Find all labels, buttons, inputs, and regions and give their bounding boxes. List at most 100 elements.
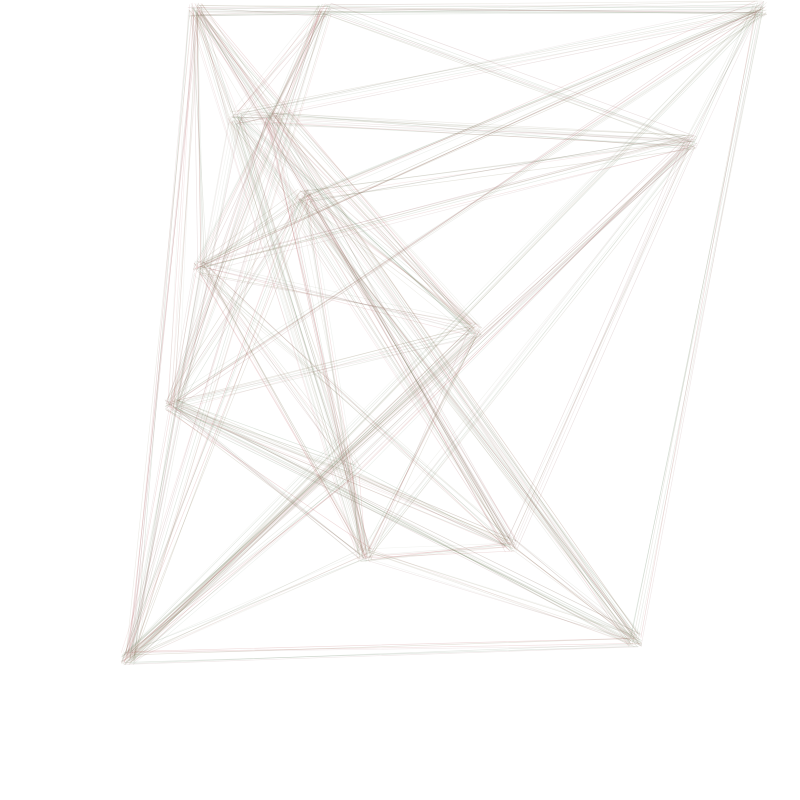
thread-line — [173, 13, 200, 408]
thread-line — [201, 3, 640, 645]
thread-line — [229, 115, 361, 471]
thread-line — [165, 409, 373, 550]
thread-line — [362, 548, 634, 634]
thread-line — [510, 140, 691, 545]
thread-line — [348, 148, 690, 467]
thread-line — [199, 270, 353, 466]
thread-line — [512, 546, 642, 644]
thread-line — [298, 199, 507, 542]
thread-line — [265, 120, 640, 637]
thread-line — [240, 114, 517, 552]
thread-line — [206, 262, 352, 471]
thread-line — [270, 123, 685, 147]
thread-line — [173, 2, 199, 409]
thread-line — [241, 119, 629, 644]
thread-line — [276, 113, 686, 144]
thread-line — [170, 6, 195, 407]
thread-line — [166, 116, 268, 405]
thread-line — [197, 261, 517, 546]
thread-line — [229, 5, 320, 116]
thread-line — [175, 402, 514, 547]
thread-line — [123, 197, 305, 653]
thread-line — [128, 2, 767, 664]
thread-line — [236, 8, 332, 125]
thread-line — [236, 10, 327, 113]
thread-line — [514, 539, 642, 647]
thread-line — [240, 112, 684, 141]
thread-line — [513, 539, 635, 639]
thread-line — [131, 145, 695, 656]
thread-line — [196, 7, 328, 18]
thread-line — [271, 3, 331, 125]
thread-line — [268, 121, 697, 140]
thread-line — [358, 475, 367, 558]
thread-line — [276, 123, 364, 554]
thread-line — [127, 7, 200, 659]
thread-line — [132, 121, 230, 654]
thread-line — [123, 192, 299, 664]
thread-line — [231, 120, 371, 550]
thread-line — [188, 15, 359, 553]
thread-line — [168, 8, 189, 404]
thread-line — [196, 199, 301, 270]
thread-line — [198, 3, 473, 332]
thread-line — [327, 12, 687, 141]
thread-line — [172, 400, 511, 542]
thread-line — [277, 121, 476, 325]
thread-line — [513, 147, 689, 550]
thread-line — [299, 190, 472, 325]
thread-line — [351, 468, 366, 563]
thread-line — [169, 408, 643, 646]
thread-line — [365, 334, 476, 555]
thread-line — [165, 193, 310, 409]
thread-line — [353, 139, 690, 477]
thread-line — [188, 4, 755, 17]
thread-line — [171, 8, 321, 399]
thread-line — [307, 9, 755, 196]
thread-line — [197, 4, 639, 635]
thread-line — [121, 323, 476, 664]
thread-line — [170, 2, 763, 412]
thread-line — [506, 140, 685, 542]
thread-line — [364, 559, 630, 640]
thread-line — [686, 3, 764, 145]
thread-line — [124, 140, 695, 655]
thread-line — [129, 115, 243, 659]
thread-line — [273, 115, 630, 647]
thread-line — [365, 330, 480, 557]
thread-line — [196, 0, 758, 16]
thread-line — [177, 326, 478, 411]
thread-line — [203, 264, 365, 552]
thread-line — [353, 474, 506, 547]
thread-line — [187, 7, 764, 13]
thread-line — [299, 198, 470, 336]
thread-line — [130, 12, 198, 659]
thread-line — [199, 273, 368, 560]
thread-line — [169, 117, 268, 405]
thread-line — [192, 12, 757, 16]
thread-line — [358, 550, 515, 559]
thread-line — [178, 10, 322, 404]
thread-line — [191, 5, 275, 125]
thread-line — [131, 142, 698, 652]
thread-line — [276, 115, 469, 331]
thread-line — [197, 16, 202, 271]
thread-line — [238, 120, 639, 640]
thread-line — [133, 8, 327, 656]
thread-line — [197, 13, 516, 539]
thread-line — [168, 120, 267, 405]
thread-line — [305, 9, 761, 195]
thread-line — [311, 8, 763, 201]
thread-line — [176, 118, 267, 411]
thread-line — [171, 15, 323, 402]
thread-line — [686, 12, 757, 148]
thread-line — [171, 118, 273, 411]
thread-line — [321, 0, 763, 6]
thread-line — [126, 333, 481, 653]
thread-line — [124, 552, 369, 665]
thread-line — [237, 115, 360, 553]
thread-line — [309, 194, 506, 553]
thread-line — [134, 10, 190, 662]
thread-line — [229, 110, 268, 123]
